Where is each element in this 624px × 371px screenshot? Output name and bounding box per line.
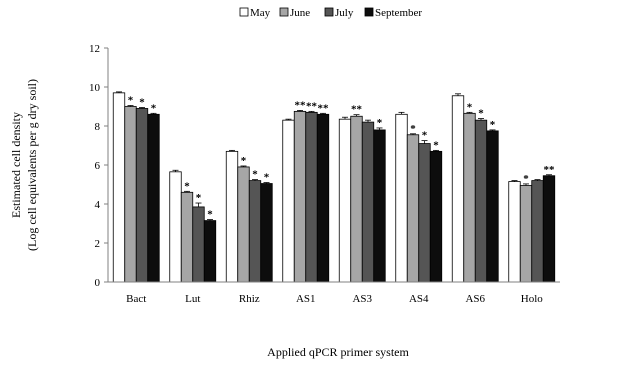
- significance-marker: *: [252, 169, 258, 181]
- bar-july-as4: [418, 143, 431, 283]
- bar-june-holo: [519, 185, 533, 283]
- bar-may-as1: [282, 119, 295, 283]
- legend-label-may: May: [250, 7, 271, 19]
- significance-marker: **: [544, 164, 556, 176]
- bar-june-rhiz: [237, 166, 250, 283]
- significance-marker: **: [306, 100, 318, 112]
- significance-marker: **: [318, 102, 330, 114]
- bar-september-holo: [542, 175, 556, 283]
- significance-marker: *: [241, 155, 247, 167]
- y-axis-title: Estimated cell density (Log cell equivale…: [9, 79, 39, 251]
- significance-marker: *: [128, 95, 134, 107]
- bar-september-as4: [429, 150, 443, 283]
- bar-july-as1: [305, 111, 318, 283]
- significance-marker: *: [207, 209, 213, 221]
- x-tick-label: Bact: [126, 293, 146, 305]
- bar-may-as6: [451, 95, 465, 283]
- significance-marker: *: [433, 139, 439, 151]
- y-axis-title-line: Estimated cell density: [9, 112, 23, 218]
- bar-may-lut: [169, 171, 182, 283]
- y-tick-label: 8: [95, 121, 101, 133]
- x-tick-label: AS3: [352, 293, 372, 305]
- x-axis-title: Applied qPCR primer system: [267, 345, 409, 359]
- x-tick-label: Holo: [521, 293, 544, 305]
- x-tick-label: AS4: [409, 293, 429, 305]
- significance-marker: **: [295, 99, 307, 111]
- significance-marker: *: [422, 130, 428, 142]
- bar-july-bact: [135, 108, 149, 283]
- legend: May June July September: [239, 7, 422, 19]
- significance-marker: *: [523, 173, 529, 185]
- bar-may-as4: [395, 113, 408, 283]
- y-tick-label: 6: [95, 160, 101, 172]
- significance-marker: *: [151, 102, 157, 114]
- y-tick-label: 2: [95, 238, 101, 250]
- bar-may-holo: [508, 181, 521, 283]
- legend-swatch-may: [239, 7, 249, 17]
- bar-september-lut: [203, 220, 217, 283]
- significance-marker: *: [377, 117, 383, 129]
- significance-marker: *: [490, 119, 496, 131]
- significance-marker: *: [264, 172, 270, 184]
- x-tick-label: Rhiz: [239, 293, 260, 305]
- x-tick-label: AS1: [296, 293, 316, 305]
- significance-marker: *: [139, 96, 145, 108]
- significance-marker: *: [467, 101, 473, 113]
- bar-july-as3: [361, 121, 375, 283]
- legend-swatch-june: [279, 7, 289, 17]
- y-axis-title-line: (Log cell equivalents per g dry soil): [25, 79, 39, 251]
- bar-group: * * ****** *** ** ** *** *********: [112, 91, 556, 283]
- bar-september-bact: [147, 113, 160, 283]
- bar-june-as4: [406, 134, 420, 283]
- bar-may-as3: [338, 118, 352, 283]
- bar-june-lut: [180, 191, 194, 283]
- bar-september-rhiz: [260, 183, 273, 283]
- y-tick-label: 4: [95, 199, 101, 211]
- bar-may-bact: [112, 92, 126, 283]
- bar-july-rhiz: [248, 180, 262, 283]
- significance-marker: *: [478, 108, 484, 120]
- bar-june-bact: [124, 106, 137, 283]
- bar-september-as6: [486, 130, 499, 283]
- bar-july-holo: [531, 180, 544, 283]
- bar-may-rhiz: [225, 150, 239, 283]
- bar-june-as6: [463, 112, 476, 283]
- y-tick-label: 12: [89, 43, 100, 55]
- significance-marker: *: [196, 192, 202, 204]
- legend-label-june: June: [290, 7, 310, 19]
- x-tick-label: AS6: [465, 293, 485, 305]
- bar-july-lut: [192, 206, 205, 283]
- significance-marker: *: [410, 123, 416, 135]
- legend-label-september: September: [375, 7, 422, 19]
- significance-marker: *: [184, 180, 190, 192]
- bar-june-as1: [293, 110, 307, 283]
- y-tick-label: 0: [95, 277, 101, 289]
- x-tick-label: Lut: [185, 293, 200, 305]
- y-ticks: 0 2 4 6 8 10 12: [89, 43, 108, 289]
- significance-marker: **: [351, 104, 363, 116]
- y-tick-label: 10: [89, 82, 101, 94]
- bar-september-as1: [316, 113, 330, 283]
- bar-july-as6: [474, 119, 488, 283]
- x-ticks: Bact Lut Rhiz AS1 AS3 AS4 AS6 Holo: [126, 293, 543, 305]
- legend-label-july: July: [335, 7, 354, 19]
- bar-june-as3: [350, 115, 363, 283]
- legend-swatch-july: [324, 7, 334, 17]
- legend-swatch-september: [364, 7, 374, 17]
- bar-september-as3: [373, 129, 386, 283]
